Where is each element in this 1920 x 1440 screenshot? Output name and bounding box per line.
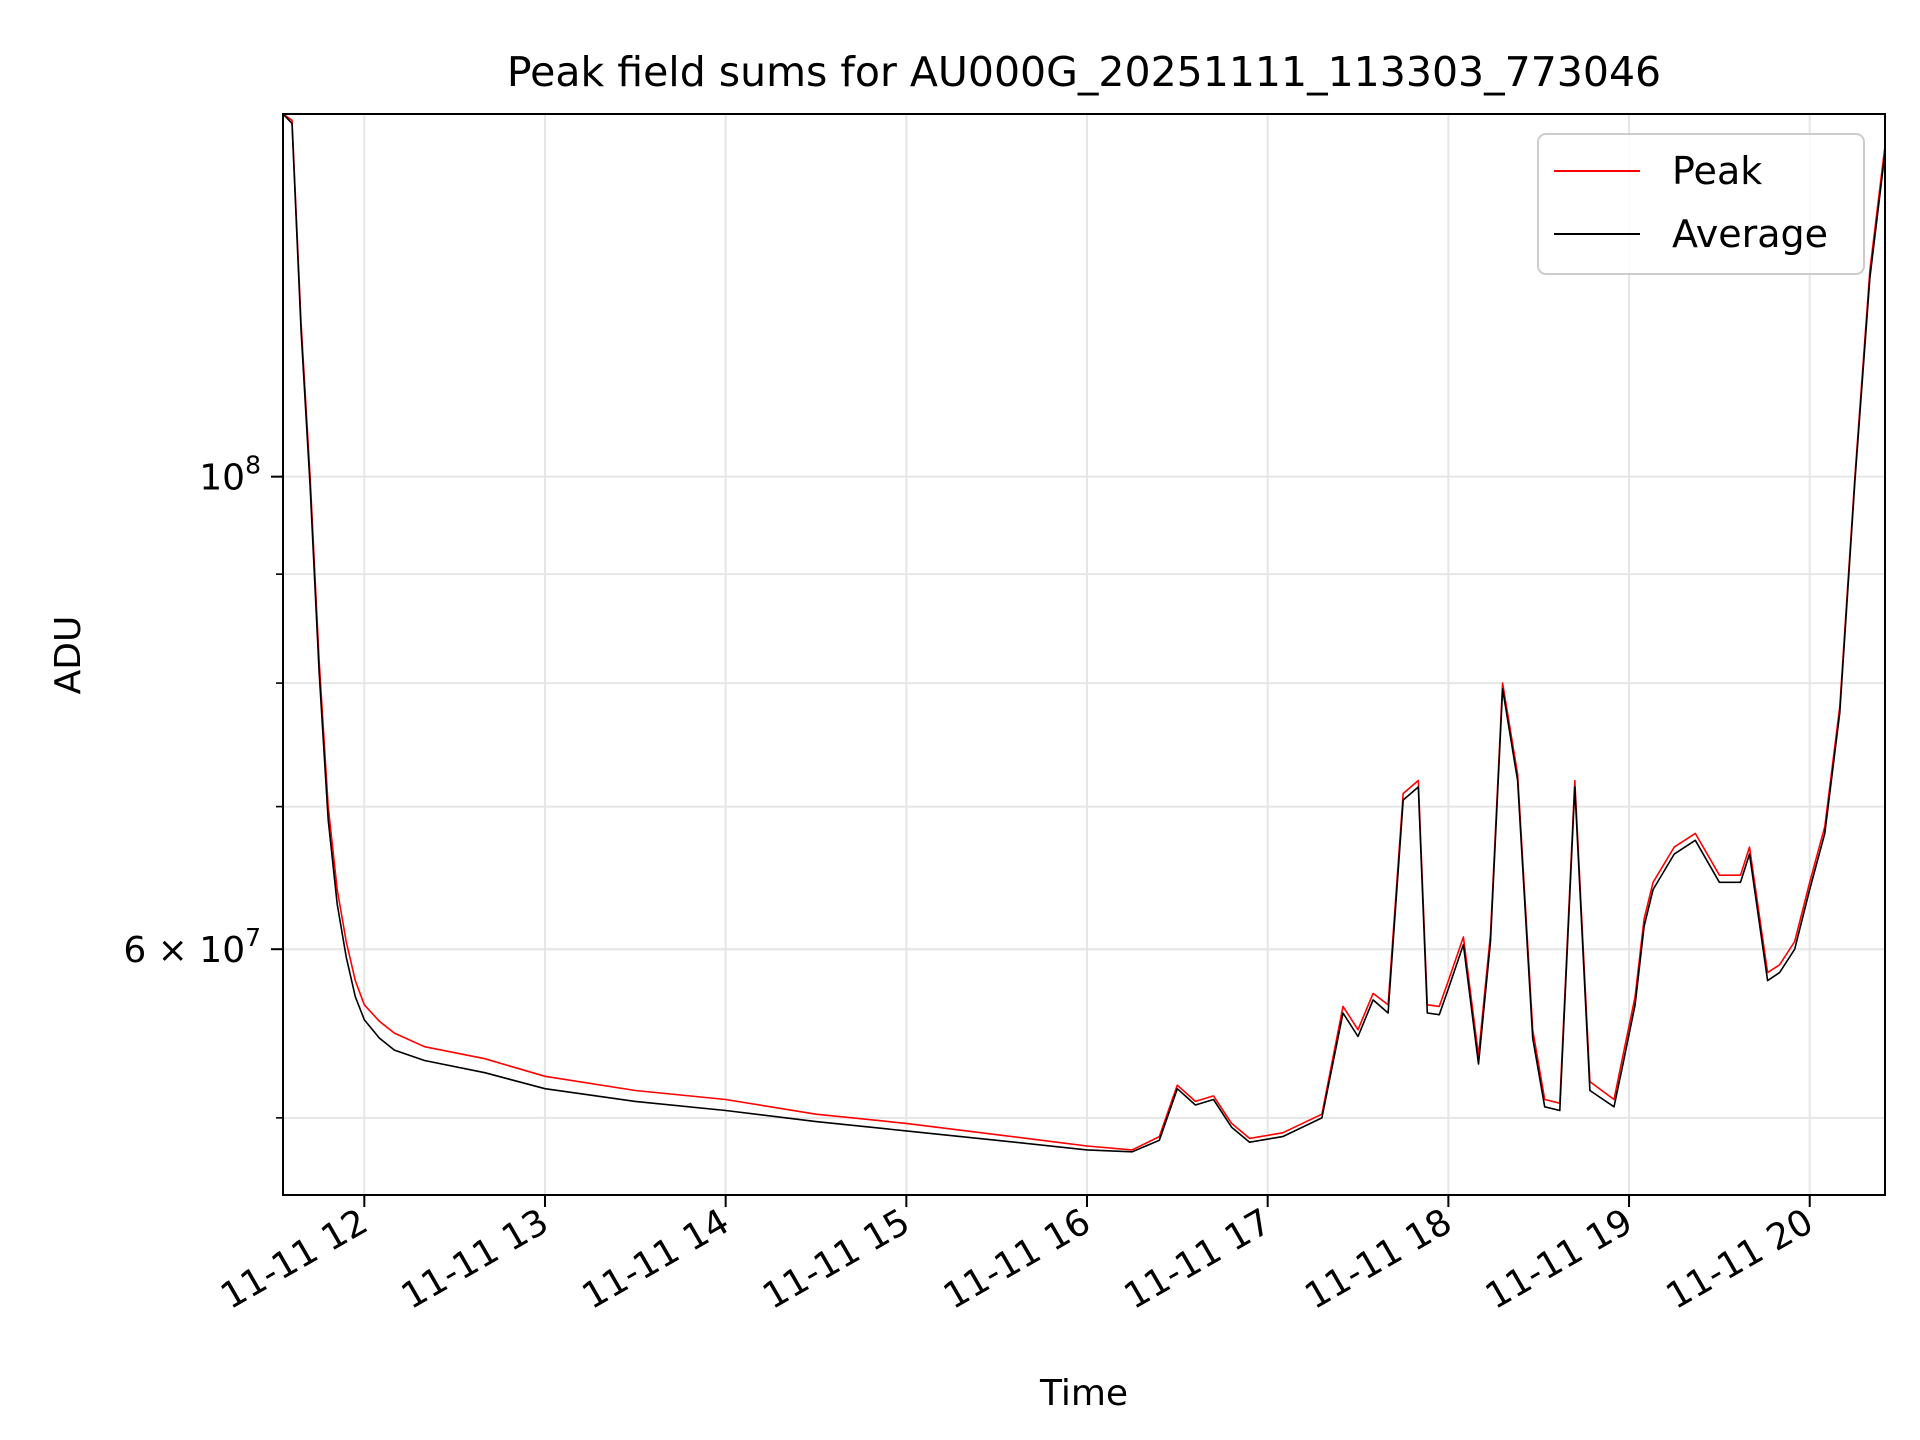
x-tick-label: 11-11 16 (937, 1201, 1098, 1317)
y-axis-label: ADU (48, 616, 89, 695)
y-tick-label: 108 (199, 451, 261, 499)
x-tick-label: 11-11 15 (756, 1201, 917, 1317)
chart-title: Peak field sums for AU000G_20251111_1133… (507, 48, 1661, 96)
legend-box (1537, 133, 1865, 275)
x-axis: 11-11 12 11-11 13 11-11 14 11-11 15 11-11 16… (214, 1195, 1820, 1318)
x-tick-label: 11-11 12 (214, 1201, 375, 1317)
legend-label-average: Average (1672, 212, 1828, 256)
x-tick-label: 11-11 18 (1298, 1201, 1459, 1317)
legend-label-peak: Peak (1672, 149, 1762, 193)
legend: Peak Average (1537, 133, 1865, 275)
series-layer (283, 114, 1885, 1153)
y-axis: 6 × 107 108 (123, 451, 283, 1119)
x-tick-label: 11-11 14 (575, 1201, 736, 1317)
x-tick-label: 11-11 20 (1660, 1201, 1821, 1317)
x-tick-label: 11-11 13 (395, 1201, 556, 1317)
y-tick-label: 6 × 107 (123, 923, 261, 971)
x-axis-label: Time (1039, 1373, 1128, 1414)
x-tick-label: 11-11 17 (1118, 1201, 1279, 1317)
series-line-average (283, 114, 1885, 1153)
x-tick-label: 11-11 19 (1479, 1201, 1640, 1317)
plot-frame (282, 113, 1886, 1196)
grid-layer (283, 114, 1885, 1195)
